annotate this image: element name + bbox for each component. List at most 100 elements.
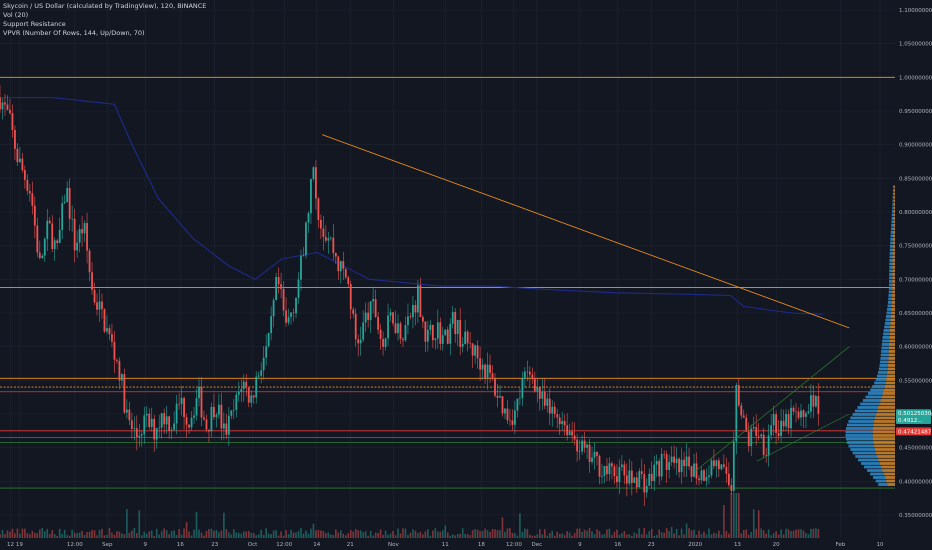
price-axis-bg	[895, 0, 932, 550]
candle-body	[551, 406, 554, 414]
volume-bar	[541, 534, 544, 538]
candle-body	[66, 188, 69, 203]
volume-bar	[668, 531, 670, 538]
candle-body	[96, 302, 98, 310]
volume-bar	[121, 533, 123, 538]
volume-bar	[312, 523, 315, 538]
vpvr-bar-down	[886, 374, 895, 378]
candle-body	[504, 408, 506, 414]
volume-bar	[733, 493, 735, 538]
volume-bar	[424, 531, 427, 538]
candle-body	[797, 411, 800, 418]
candle-body	[297, 279, 300, 298]
time-tick-label: 13	[734, 542, 741, 548]
time-axis[interactable]: 12 19 12:00 Sep 9 16 23 Oct 12:00 14 21 Nov 11 18 12:0…	[0, 538, 932, 550]
volume-bar	[51, 530, 54, 538]
time-tick-label: Feb	[836, 542, 846, 548]
candle-body	[230, 410, 233, 416]
candle-body	[300, 255, 302, 280]
candle-body	[655, 461, 658, 465]
volume-bar	[797, 529, 800, 538]
volume-bar	[31, 530, 34, 538]
volume-bar	[275, 530, 277, 538]
volume-bar	[782, 534, 785, 538]
candle-body	[611, 463, 613, 467]
candle-body	[802, 410, 805, 417]
volume-bar	[675, 528, 678, 538]
vpvr-bar-down	[892, 273, 895, 276]
volume-bar	[762, 530, 765, 538]
vpvr-bar-up	[864, 465, 882, 469]
volume-bar	[138, 510, 141, 538]
candle-body	[543, 391, 546, 406]
price-tick-label: 0.40000000	[899, 479, 932, 485]
candle-body	[387, 315, 389, 339]
volume-bar	[785, 528, 787, 538]
volume-bar	[755, 528, 758, 538]
volume-bar	[9, 531, 11, 538]
volume-bar	[272, 530, 275, 538]
candle-body	[384, 338, 387, 347]
volume-bar	[568, 532, 571, 538]
vpvr-bar-up	[879, 364, 889, 367]
legend-volume[interactable]: Vol (20)	[3, 11, 29, 19]
volume-bar	[496, 530, 499, 538]
candle-body	[673, 456, 676, 463]
vpvr-bar-up	[893, 185, 895, 189]
candle-body	[571, 431, 574, 436]
volume-bar	[665, 528, 668, 538]
volume-bar	[434, 528, 437, 538]
price-tick-label: 1.05000000	[899, 42, 932, 48]
volume-bar	[636, 533, 638, 538]
volume-bar	[499, 530, 501, 538]
volume-bar	[471, 530, 474, 538]
candle-body	[693, 463, 695, 477]
volume-bar	[200, 532, 203, 538]
volume-bar	[175, 535, 178, 538]
volume-bar	[655, 534, 658, 538]
volume-bar	[501, 517, 504, 538]
volume-bar	[26, 533, 29, 538]
vpvr-bar-down	[892, 276, 895, 280]
vpvr-bar-up	[880, 353, 889, 357]
volume-bar	[369, 530, 372, 538]
legend-vpvr[interactable]: VPVR (Number Of Rows, 144, Up/Down, 70)	[3, 29, 145, 37]
volume-bar	[792, 530, 795, 538]
price-tick-label: 0.80000000	[899, 210, 932, 216]
vpvr-bar-up	[892, 188, 895, 192]
volume-bar	[524, 528, 526, 538]
candle-body	[496, 395, 499, 398]
vpvr-bar-down	[892, 266, 895, 269]
vpvr-bar-up	[850, 448, 875, 451]
volume-bar	[538, 529, 541, 538]
volume-bar	[126, 509, 128, 538]
candle-body	[720, 464, 723, 470]
candle-body	[188, 424, 190, 428]
volume-bar	[133, 528, 136, 538]
volume-bar	[4, 534, 6, 538]
candle-body	[454, 312, 457, 335]
candle-body	[277, 276, 280, 285]
candle-body	[275, 276, 278, 301]
legend-support-resistance[interactable]: Support Resistance	[3, 20, 66, 28]
volume-bar	[566, 531, 568, 538]
vpvr-bar-down	[888, 364, 895, 367]
vpvr-bar-down	[894, 185, 895, 189]
vpvr-bar-down	[872, 437, 895, 441]
legend-symbol[interactable]: Skycoin / US Dollar (calculated by Tradi…	[3, 2, 207, 10]
vpvr-bar-up	[870, 472, 884, 476]
candle-body	[650, 473, 653, 482]
price-axis[interactable]: 1.10000000 1.05000000 1.00000000 0.95000000…	[895, 0, 932, 550]
candle-body	[158, 427, 161, 429]
candle-body	[449, 323, 452, 344]
candle-body	[461, 343, 464, 347]
volume-bar	[645, 534, 648, 538]
candle-body	[424, 321, 427, 342]
volume-bar	[800, 529, 802, 538]
candle-body	[531, 374, 534, 378]
vpvr-bar-down	[878, 458, 895, 462]
volume-bar	[88, 531, 91, 538]
candle-body	[265, 346, 268, 358]
candle-body	[489, 364, 491, 374]
